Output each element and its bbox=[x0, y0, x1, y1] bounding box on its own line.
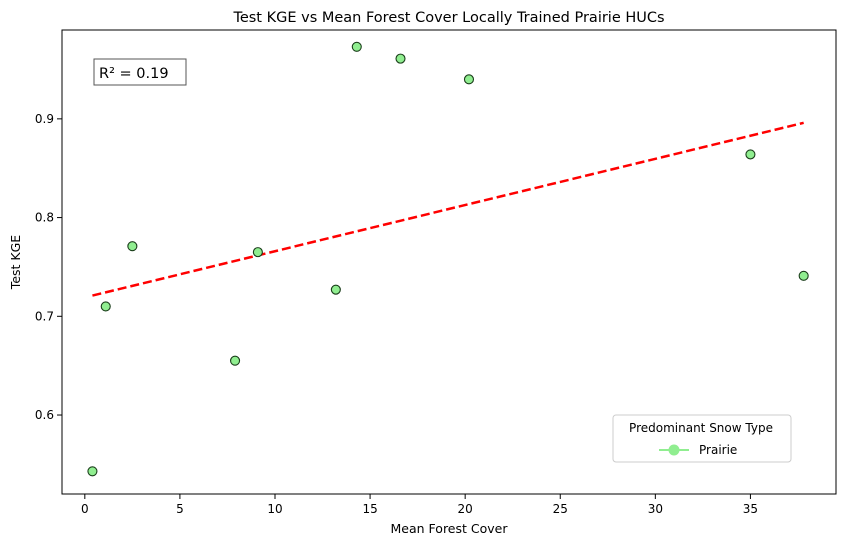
data-point bbox=[230, 355, 241, 366]
legend-marker-prairie bbox=[668, 444, 680, 456]
y-tick-label: 0.9 bbox=[35, 112, 54, 126]
data-point bbox=[798, 270, 809, 281]
x-axis-label: Mean Forest Cover bbox=[391, 521, 509, 536]
x-tick-label: 5 bbox=[176, 502, 184, 516]
x-tick-label: 0 bbox=[81, 502, 89, 516]
y-axis-label: Test KGE bbox=[8, 235, 23, 290]
legend: Predominant Snow Type Prairie bbox=[612, 414, 792, 463]
points-layer bbox=[87, 41, 809, 477]
data-point bbox=[330, 284, 341, 295]
data-point bbox=[100, 301, 111, 312]
chart-title: Test KGE vs Mean Forest Cover Locally Tr… bbox=[232, 10, 664, 26]
y-axis-ticks: 0.6 0.7 0.8 0.9 bbox=[35, 112, 62, 422]
data-point bbox=[127, 241, 138, 252]
x-tick-label: 15 bbox=[362, 502, 377, 516]
trendline bbox=[92, 121, 804, 297]
x-tick-label: 20 bbox=[458, 502, 473, 516]
x-tick-label: 10 bbox=[267, 502, 282, 516]
y-tick-label: 0.7 bbox=[35, 309, 54, 323]
y-tick-label: 0.6 bbox=[35, 408, 54, 422]
y-tick-label: 0.8 bbox=[35, 211, 54, 225]
legend-label-prairie: Prairie bbox=[699, 443, 737, 457]
legend-title: Predominant Snow Type bbox=[629, 421, 773, 435]
data-point bbox=[395, 53, 406, 64]
trendline-layer bbox=[92, 121, 804, 297]
data-point bbox=[351, 41, 362, 52]
x-tick-label: 30 bbox=[648, 502, 663, 516]
annotation-text: R² = 0.19 bbox=[99, 66, 169, 82]
x-tick-label: 25 bbox=[553, 502, 568, 516]
data-point bbox=[463, 74, 475, 85]
x-axis-ticks: 0 5 10 15 20 25 30 35 bbox=[81, 494, 758, 516]
annotation-frame bbox=[93, 58, 187, 86]
x-tick-label: 35 bbox=[743, 502, 758, 516]
data-point bbox=[252, 247, 263, 258]
data-point bbox=[87, 466, 98, 477]
plot-frame bbox=[61, 29, 837, 495]
legend-frame bbox=[612, 414, 792, 463]
r-squared-annotation: R² = 0.19 bbox=[93, 58, 187, 86]
data-point bbox=[745, 149, 756, 160]
